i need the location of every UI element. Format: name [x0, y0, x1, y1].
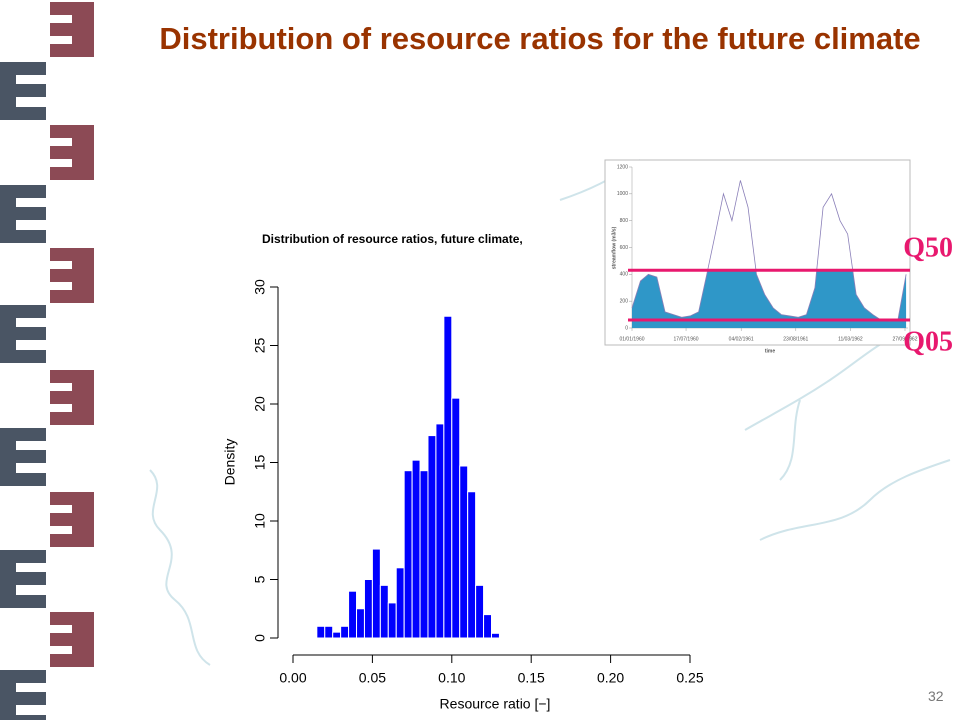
- bar: [379, 584, 389, 639]
- x-tick-label: 04/02/1961: [729, 336, 754, 342]
- bar: [475, 584, 485, 639]
- bar: [324, 625, 334, 639]
- x-tick-label: 27/09/1962: [892, 336, 917, 342]
- slide-title: Distribution of resource ratios for the …: [159, 21, 921, 56]
- page-number: 32: [928, 688, 944, 704]
- y-tick-label: 600: [620, 245, 629, 251]
- y-tick-label: 0: [252, 634, 268, 642]
- y-axis-label: streamflow (m3/s): [611, 226, 617, 269]
- x-tick-label: 0.20: [597, 670, 624, 686]
- y-axis-label: Density: [222, 439, 238, 486]
- side-decoration: [0, 2, 94, 720]
- y-tick-label: 400: [620, 272, 629, 278]
- bar: [316, 625, 326, 639]
- bar: [435, 423, 445, 639]
- bar: [467, 491, 477, 639]
- x-tick-label: 11/03/1962: [838, 336, 863, 342]
- x-tick-label: 0.25: [676, 670, 703, 686]
- bar: [395, 567, 405, 639]
- y-tick-label: 800: [620, 218, 629, 224]
- x-axis-label: time: [765, 348, 776, 354]
- area-fill: [632, 270, 907, 328]
- chart-title: Distribution of resource ratios, future …: [262, 232, 523, 246]
- x-tick-label: 0.15: [518, 670, 545, 686]
- bar: [340, 625, 350, 639]
- bar: [459, 465, 469, 639]
- bar: [491, 632, 500, 639]
- bar: [363, 579, 373, 639]
- threshold-label: Q50: [903, 233, 953, 264]
- bar: [348, 590, 358, 639]
- y-tick-label: 20: [252, 396, 268, 412]
- y-tick-label: 1200: [617, 164, 628, 170]
- bar: [371, 548, 381, 639]
- y-tick-label: 0: [625, 325, 628, 331]
- threshold-label: Q05: [903, 326, 953, 357]
- x-tick-label: 0.10: [438, 670, 465, 686]
- x-tick-label: 0.05: [359, 670, 386, 686]
- bar: [387, 602, 397, 639]
- bar: [483, 614, 492, 639]
- bar: [419, 470, 429, 639]
- y-tick-label: 15: [252, 455, 268, 471]
- y-tick-label: 200: [620, 298, 629, 304]
- bar: [356, 608, 365, 639]
- y-tick-label: 30: [252, 279, 268, 295]
- bar: [403, 470, 413, 639]
- bar: [411, 459, 421, 639]
- bar: [332, 631, 342, 639]
- x-tick-label: 0.00: [279, 670, 306, 686]
- x-tick-label: 17/07/1960: [674, 336, 699, 342]
- bar: [451, 397, 461, 639]
- bar: [443, 315, 453, 639]
- y-tick-label: 1000: [617, 191, 628, 197]
- flow-line: [631, 180, 907, 322]
- x-tick-label: 23/08/1961: [783, 336, 808, 342]
- y-tick-label: 25: [252, 338, 268, 354]
- y-tick-label: 10: [252, 513, 268, 529]
- x-axis-label: Resource ratio [−]: [440, 696, 551, 712]
- bar: [427, 435, 437, 639]
- x-tick-label: 01/01/1960: [619, 336, 644, 342]
- y-tick-label: 5: [252, 575, 268, 583]
